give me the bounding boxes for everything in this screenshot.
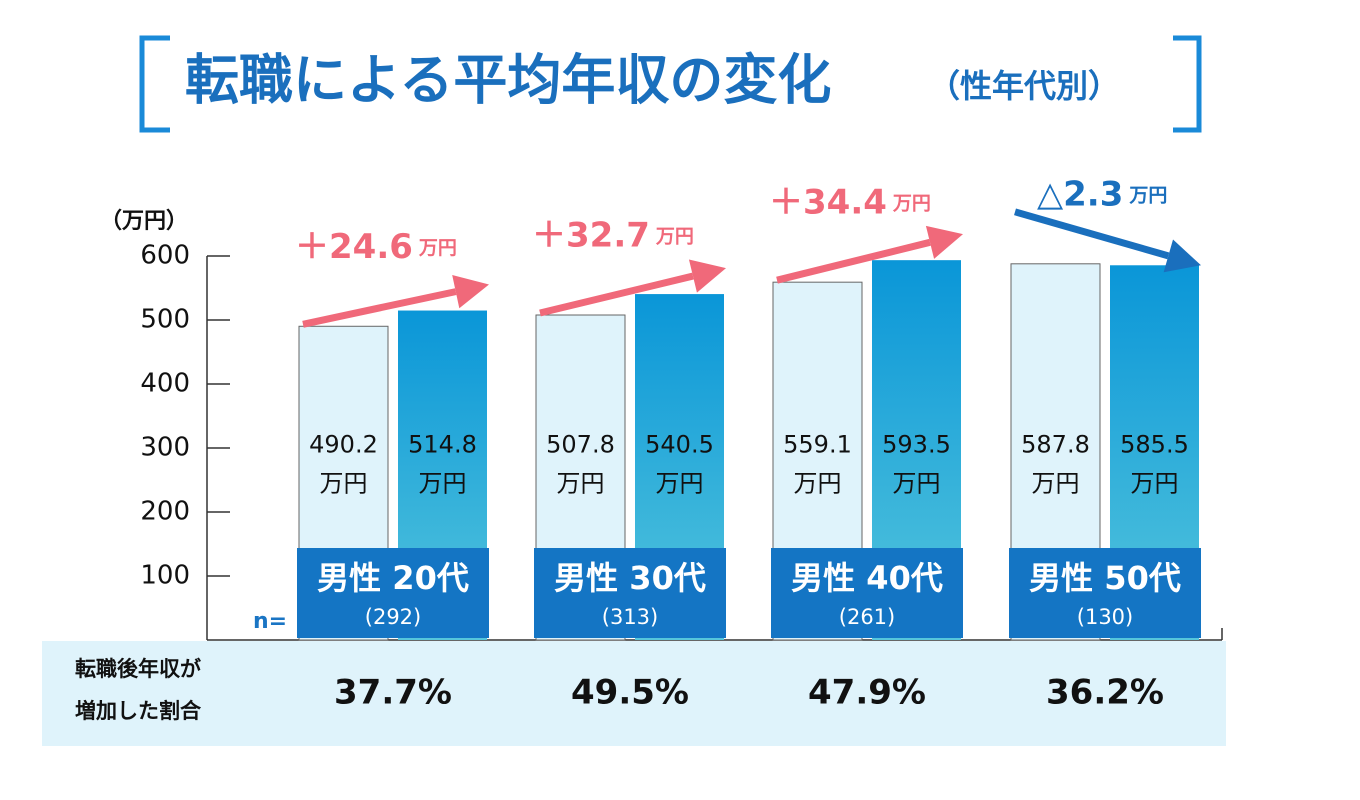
- value-label: 593.5 万円: [882, 431, 951, 498]
- category-box: [534, 548, 726, 638]
- change-arrow-head: [452, 275, 489, 309]
- category-box: [297, 548, 489, 638]
- change-arrow-shaft: [539, 272, 694, 317]
- change-arrow-head: [925, 225, 963, 259]
- change-arrow-shaft: [776, 238, 931, 284]
- change-arrow-head: [1163, 239, 1201, 273]
- y-axis-label: （万円）: [100, 209, 188, 234]
- share-row-background: [42, 641, 1226, 746]
- x-tick-label: 男性 40代: [791, 559, 943, 597]
- y-tick-label: 600: [140, 241, 190, 271]
- y-tick-label: 400: [140, 369, 190, 399]
- change-annotation-unit: 万円: [655, 226, 694, 248]
- y-tick-label: 200: [140, 497, 190, 527]
- n-label: n=: [253, 609, 287, 634]
- sample-size: (261): [839, 605, 895, 629]
- category-box: [1009, 548, 1201, 638]
- y-tick-label: 500: [140, 305, 190, 335]
- change-annotation: ＋34.4: [769, 183, 887, 223]
- chart-title: 転職による平均年収の変化: [185, 49, 831, 112]
- change-arrow-shaft: [302, 288, 457, 328]
- value-label: 514.8 万円: [408, 431, 477, 498]
- change-annotation-unit: 万円: [892, 193, 931, 215]
- share-value: 47.9%: [808, 673, 926, 713]
- value-label: 587.8 万円: [1021, 431, 1090, 498]
- sample-size: (292): [365, 605, 421, 629]
- change-annotation: △2.3: [1037, 174, 1123, 214]
- sample-size: (313): [602, 605, 658, 629]
- value-label: 585.5 万円: [1120, 431, 1189, 498]
- y-tick-label: 300: [140, 433, 190, 463]
- share-value: 36.2%: [1046, 673, 1164, 713]
- x-tick-label: 男性 30代: [554, 559, 706, 597]
- change-annotation-unit: 万円: [1128, 184, 1167, 206]
- change-annotation-unit: 万円: [418, 237, 457, 259]
- category-box: [771, 548, 963, 638]
- share-value: 49.5%: [571, 673, 689, 713]
- value-label: 559.1 万円: [783, 431, 852, 498]
- chart-subtitle: （性年代別）: [928, 67, 1120, 105]
- value-label: 507.8 万円: [546, 431, 615, 498]
- sample-size: (130): [1077, 605, 1133, 629]
- y-tick-label: 100: [140, 561, 190, 591]
- x-tick-label: 男性 50代: [1029, 559, 1181, 597]
- change-arrow-head: [688, 259, 726, 293]
- title-bracket-left: [139, 35, 170, 133]
- change-annotation: ＋32.7: [532, 216, 650, 256]
- change-arrow-shaft: [1014, 208, 1170, 260]
- title-bracket-right: [1173, 35, 1202, 133]
- value-label: 490.2 万円: [309, 431, 378, 498]
- value-label: 540.5 万円: [645, 431, 714, 498]
- share-row-label: 転職後年収が増加した割合: [75, 657, 202, 723]
- share-value: 37.7%: [334, 673, 452, 713]
- x-tick-label: 男性 20代: [317, 559, 469, 597]
- change-annotation: ＋24.6: [295, 227, 413, 267]
